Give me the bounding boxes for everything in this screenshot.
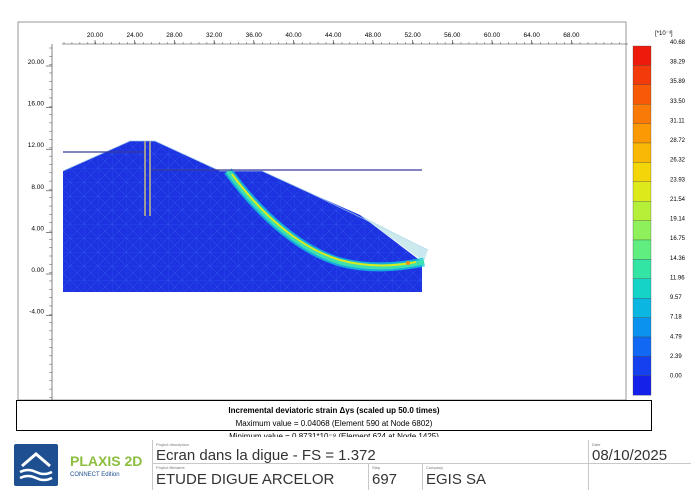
- deformed-outline: [62, 140, 429, 251]
- shear-band-mid: [225, 169, 425, 270]
- legend-value-label: 38.29: [670, 60, 686, 66]
- project-title: Ecran dans la digue - FS = 1.372: [156, 447, 376, 464]
- y-tick-label: 20.00: [28, 59, 45, 66]
- plaxis-logo-text: PLAXIS 2D: [70, 453, 143, 469]
- legend-color-swatch: [632, 84, 652, 105]
- legend-color-swatch: [632, 142, 652, 163]
- legend-value-label: 11.96: [670, 275, 685, 281]
- x-tick-label: 48.00: [365, 32, 382, 39]
- date-heading: Date: [592, 442, 601, 447]
- y-axis-ticks: 20.00 16.00 12.00 8.00 4.00 0.00 -4.00: [28, 47, 52, 398]
- separator: [422, 463, 423, 490]
- legend-value-label: 16.75: [670, 236, 686, 242]
- dike-mesh: [62, 140, 429, 292]
- x-tick-label: 60.00: [484, 32, 501, 39]
- company-heading: Company: [426, 465, 444, 470]
- legend-value-label: 4.79: [670, 334, 682, 340]
- x-tick-label: 36.00: [246, 32, 263, 39]
- legend-color-swatch: [632, 45, 652, 66]
- title-block-divider: [152, 463, 691, 464]
- legend-value-label: 14.36: [670, 256, 686, 262]
- legend-color-swatch: [632, 220, 652, 241]
- y-tick-label: -4.00: [29, 309, 44, 316]
- legend-color-swatch: [632, 162, 652, 182]
- company-name: EGIS SA: [426, 471, 487, 488]
- x-tick-label: 56.00: [444, 32, 461, 39]
- plaxis-logo-icon: [14, 444, 58, 486]
- y-tick-label: 8.00: [31, 184, 44, 191]
- y-tick-label: 4.00: [31, 225, 44, 232]
- project-name-heading: Project filename: [156, 465, 185, 470]
- legend-color-swatch: [632, 181, 652, 202]
- legend-value-label: 35.89: [670, 79, 686, 85]
- legend-value-label: 23.93: [670, 177, 686, 183]
- legend-color-swatch: [632, 201, 652, 221]
- toe-point: [418, 248, 426, 256]
- y-tick-label: 0.00: [31, 267, 44, 274]
- legend-color-swatch: [632, 336, 652, 357]
- legend-value-label: 40.68: [670, 40, 686, 46]
- legend-value-label: 7.18: [670, 315, 682, 321]
- x-axis-ticks: 20.00 24.00 28.00 32.00 36.00 40.00 44.00 48.00…: [63, 32, 620, 44]
- legend-value-label: 21.54: [670, 197, 686, 203]
- legend-color-swatch: [632, 65, 652, 85]
- legend-unit: [*10⁻³]: [655, 31, 673, 37]
- separator: [368, 463, 369, 490]
- legend-color-swatch: [632, 239, 652, 260]
- edition-text: CONNECT Edition: [70, 472, 120, 478]
- x-tick-label: 32.00: [206, 32, 223, 39]
- legend-color-swatch: [632, 104, 652, 124]
- legend-color-swatch: [632, 123, 652, 144]
- shear-band-core: [231, 173, 417, 267]
- sliding-wedge-shadow: [360, 215, 428, 262]
- legend-color-swatch: [632, 356, 652, 376]
- legend-value-label: 2.39: [670, 354, 682, 360]
- y-tick-label: 16.00: [28, 101, 45, 108]
- caption-min: Minimum value = 0.8731*10⁻⁹ (Element 624…: [17, 430, 651, 443]
- x-tick-label: 68.00: [563, 32, 580, 39]
- step-heading: Step: [372, 465, 381, 470]
- legend-value-label: 31.11: [670, 118, 685, 124]
- legend-value-label: 33.50: [670, 99, 686, 105]
- x-tick-label: 20.00: [87, 32, 104, 39]
- project-name: ETUDE DIGUE ARCELOR: [156, 471, 335, 488]
- legend-value-label: 9.57: [670, 295, 682, 301]
- project-title-heading: Project description: [156, 442, 189, 447]
- legend-value-label: 26.32: [670, 158, 686, 164]
- legend-value-label: 0.00: [670, 374, 682, 380]
- x-tick-label: 64.00: [524, 32, 541, 39]
- legend-color-swatch: [632, 298, 652, 318]
- caption-title: Incremental deviatoric strain Δγs (scale…: [228, 406, 440, 415]
- legend-color-swatch: [632, 259, 652, 279]
- result-caption: Incremental deviatoric strain Δγs (scale…: [16, 400, 652, 441]
- y-tick-label: 12.00: [28, 142, 45, 149]
- caption-max: Maximum value = 0.04068 (Element 590 at …: [235, 419, 433, 428]
- step-number: 697: [372, 471, 398, 488]
- dike-mesh-overlay: [63, 141, 422, 292]
- x-tick-label: 40.00: [285, 32, 302, 39]
- legend-value-label: 19.14: [670, 217, 686, 223]
- shear-band-peak: [406, 261, 410, 265]
- x-tick-label: 44.00: [325, 32, 342, 39]
- legend-color-swatch: [632, 317, 652, 338]
- legend-color-swatch: [632, 375, 652, 396]
- legend-color-swatch: [632, 278, 652, 299]
- legend-value-label: 28.72: [670, 138, 686, 144]
- x-tick-label: 28.00: [166, 32, 183, 39]
- x-tick-label: 24.00: [127, 32, 144, 39]
- legend-colorbar: 40.68 38.29 35.89 33.50 31.11 28.72 26.32 23.93…: [632, 40, 686, 396]
- separator: [588, 440, 589, 490]
- date-value: 08/10/2025: [592, 447, 668, 464]
- x-tick-label: 52.00: [404, 32, 421, 39]
- separator: [152, 440, 153, 490]
